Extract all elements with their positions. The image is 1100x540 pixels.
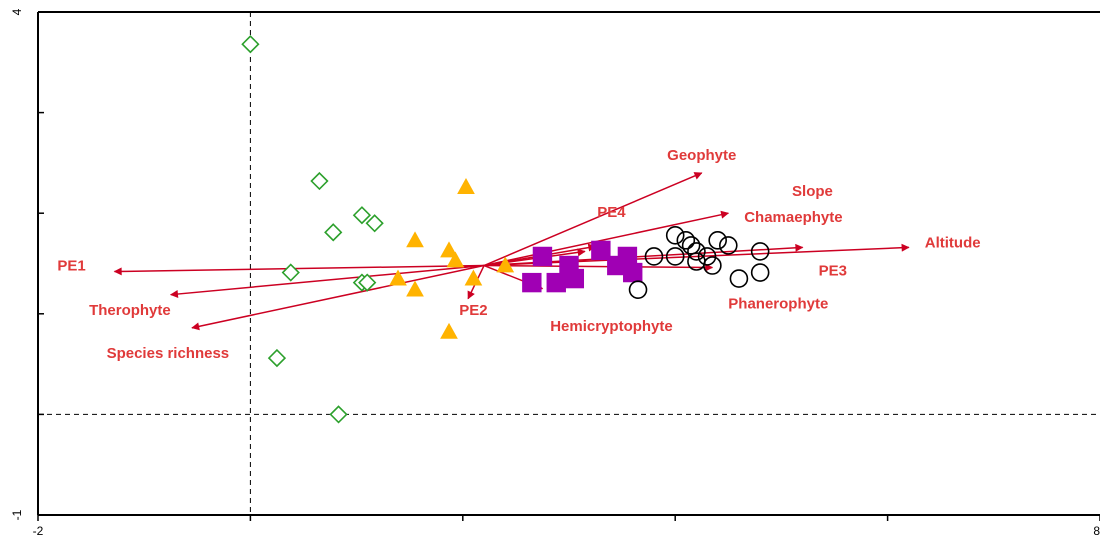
vector-label-chamaephyte: Chamaephyte [744,209,842,226]
diamond-point [241,35,260,54]
vector-label-geophyte: Geophyte [667,147,736,164]
diamond-point [329,405,348,424]
circle-point [708,231,727,250]
triangle-point [446,251,465,268]
triangle-point [440,241,458,258]
square-point [564,268,585,289]
circle-point [750,263,770,282]
y-tick-label: 4 [10,8,24,15]
vector-arrow-altitude [484,243,910,267]
y-tick-label: -1 [10,509,24,520]
x-tick-label: 8 [1093,524,1100,538]
triangle-point [496,256,515,273]
diamond-point [267,348,287,368]
circle-point [687,252,706,271]
square-point [607,255,627,276]
vector-labels: PE1 Therophyte Species richness PE2 Geophyte… [57,147,980,362]
circle-point [687,242,706,261]
vector-label-pe4: PE4 [597,204,626,221]
vector-arrow-pe1 [113,264,485,276]
circle-point [665,247,685,266]
circle-point [718,236,738,255]
vector-label-altitude: Altitude [925,234,981,251]
vector-arrow-phanerophyte [484,263,714,272]
diamond-point [365,214,384,233]
triangle-point [389,269,407,286]
vector-arrow-geophyte [483,172,703,267]
zero-reference-lines [38,12,1100,515]
sample-points [241,35,770,424]
diamond-point [310,171,329,191]
circle-point [676,231,696,250]
circle-point [729,269,749,288]
vector-arrow-species-richness [191,264,485,331]
x-tick-label: -2 [33,524,44,538]
vector-label-slope: Slope [792,183,833,200]
vector-label-phanerophyte: Phanerophyte [728,296,828,313]
diamond-point [352,206,372,225]
axes: 4 -1 -2 8 [10,8,1100,538]
vector-label-pe3: PE3 [819,263,847,280]
vector-label-hemicryptophyte: Hemicryptophyte [550,318,673,335]
vector-arrow-pe3 [483,243,804,267]
diamond-point [324,223,343,242]
triangle-point [406,231,424,248]
triangle-point [457,178,475,194]
circle-point [628,280,648,299]
vector-label-species-richness: Species richness [107,345,230,362]
circle-point [750,242,770,261]
vector-label-therophyte: Therophyte [89,302,171,319]
circle-point [697,247,717,266]
square-point [546,272,566,293]
triangle-point [464,269,483,286]
diamond-point [281,263,300,282]
triangle-point [440,322,458,339]
vector-label-pe1: PE1 [57,257,85,274]
vector-label-pe2: PE2 [459,302,487,319]
vector-arrow-therophyte [169,264,485,299]
circle-point [644,247,664,266]
square-point [522,272,542,293]
triangle-point [406,280,424,297]
diamond-point [358,273,377,292]
vector-arrow-slope [483,210,730,267]
square-point [532,246,553,267]
circle-point [665,226,685,245]
square-point [591,240,611,261]
